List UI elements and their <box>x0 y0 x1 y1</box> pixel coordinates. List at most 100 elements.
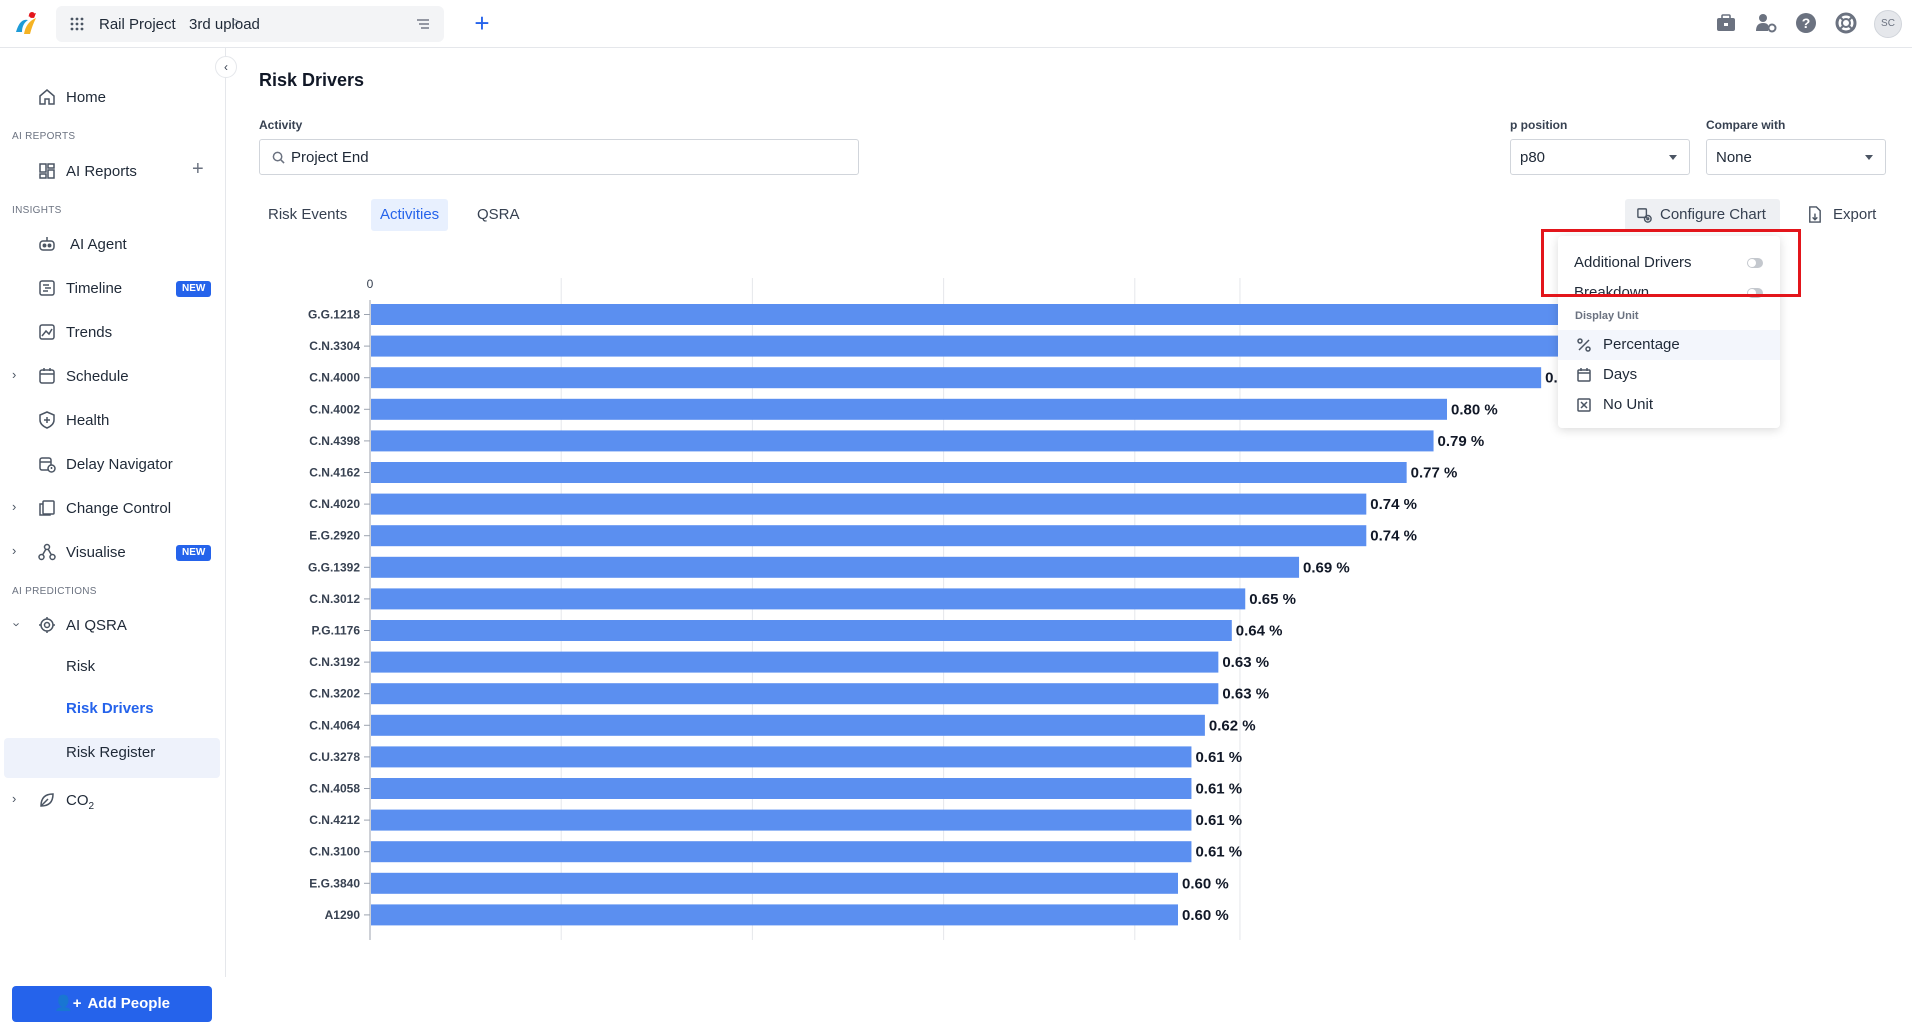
data-label: 0.63 % <box>1222 654 1269 671</box>
category-label: C.N.4058 <box>309 782 360 796</box>
gear-ai-icon <box>39 617 55 633</box>
category-label: C.N.4212 <box>309 813 360 827</box>
data-label: 0.61 % <box>1195 844 1242 861</box>
chevron-right-icon[interactable]: › <box>12 543 17 558</box>
data-label: 0.61 % <box>1195 781 1242 798</box>
sidebar-item-home[interactable]: Home <box>0 78 226 118</box>
apps-grid-icon[interactable] <box>70 17 84 31</box>
x-tick-label: 0 <box>367 277 374 291</box>
sidebar-item-trends[interactable]: Trends <box>0 313 226 353</box>
bar <box>371 430 1434 452</box>
compare-with-value: None <box>1716 149 1752 166</box>
support-lifebuoy-icon[interactable] <box>1835 12 1857 34</box>
activity-search-input[interactable]: Project End <box>259 139 859 175</box>
briefcase-icon[interactable] <box>1715 12 1737 34</box>
chevron-right-icon[interactable]: › <box>12 499 17 514</box>
menu-lines-icon[interactable] <box>416 17 430 31</box>
sidebar-item-timeline[interactable]: Timeline NEW <box>0 269 226 309</box>
sidebar-item-change-control[interactable]: › Change Control <box>0 489 226 529</box>
additional-drivers-label: Additional Drivers <box>1574 254 1692 271</box>
bar <box>371 746 1192 768</box>
unit-option-no-unit[interactable]: No Unit <box>1558 390 1780 420</box>
sidebar-item-ai-qsra[interactable]: › AI QSRA <box>0 606 226 646</box>
breakdown-label: Breakdown <box>1574 284 1650 301</box>
data-label: 0.74 % <box>1370 496 1417 513</box>
add-person-icon: 👤+ <box>54 995 82 1012</box>
add-report-button[interactable]: + <box>192 158 204 180</box>
chart-settings-icon <box>1637 208 1652 223</box>
category-label: C.N.4002 <box>309 402 360 416</box>
add-people-label: Add People <box>87 995 170 1012</box>
p-position-select[interactable]: p80 <box>1510 139 1690 175</box>
category-label: E.G.3840 <box>309 876 360 890</box>
timeline-icon <box>39 280 55 296</box>
home-icon <box>39 89 55 105</box>
sidebar-item-schedule[interactable]: › Schedule <box>0 357 226 397</box>
data-label: 0.80 % <box>1451 401 1498 418</box>
category-label: C.N.3012 <box>309 592 360 606</box>
co2-subscript: 2 <box>88 801 95 812</box>
app-logo[interactable] <box>12 10 40 38</box>
breadcrumb-upload[interactable]: 3rd upload <box>189 16 260 33</box>
breadcrumb-project[interactable]: Rail Project <box>99 16 176 33</box>
sidebar-item-ai-agent[interactable]: AI Agent <box>0 225 226 265</box>
sidebar-item-risk-drivers[interactable] <box>4 738 220 778</box>
unit-option-percentage[interactable]: Percentage <box>1558 330 1780 360</box>
sidebar-item-co2[interactable]: › CO2 <box>0 781 226 821</box>
calendar-clock-icon <box>39 457 56 473</box>
sidebar-item-delay-navigator[interactable]: Delay Navigator <box>0 445 226 485</box>
configure-chart-popover: Additional Drivers Breakdown Display Uni… <box>1558 236 1780 428</box>
breakdown-toggle[interactable] <box>1747 288 1763 298</box>
bar <box>371 809 1192 831</box>
compare-with-select[interactable]: None <box>1706 139 1886 175</box>
sidebar-item-risk-register[interactable]: Risk Register <box>66 744 156 761</box>
breadcrumb[interactable]: Rail Project > 3rd upload <box>56 6 444 42</box>
section-ai-reports: AI REPORTS <box>12 131 76 142</box>
shield-icon <box>39 411 55 429</box>
add-tab-button[interactable]: + <box>474 8 490 38</box>
category-label: E.G.2920 <box>309 529 360 543</box>
sidebar-item-risk[interactable]: Risk <box>66 658 96 675</box>
tab-activities[interactable]: Activities <box>371 199 449 231</box>
robot-icon <box>39 237 55 251</box>
bar <box>371 904 1178 926</box>
additional-drivers-toggle[interactable] <box>1747 258 1763 268</box>
data-label: 0.63 % <box>1222 686 1269 703</box>
x-box-icon <box>1577 398 1591 412</box>
sidebar-item-ai-reports[interactable]: AI Reports + <box>0 152 226 192</box>
category-label: C.N.4064 <box>309 718 360 732</box>
user-settings-icon[interactable] <box>1755 12 1777 34</box>
category-label: G.G.1392 <box>308 560 360 574</box>
chevron-right-icon[interactable]: › <box>12 367 17 382</box>
top-bar: Rail Project > 3rd upload + ? SC <box>0 0 1912 48</box>
chevron-right-icon[interactable]: › <box>12 791 17 806</box>
display-unit-heading: Display Unit <box>1575 310 1639 322</box>
sidebar-item-label: AI Agent <box>70 236 127 253</box>
caret-down-icon <box>1669 155 1677 160</box>
unit-option-days[interactable]: Days <box>1558 360 1780 390</box>
sidebar-item-health[interactable]: Health <box>0 401 226 441</box>
new-badge: NEW <box>176 545 212 561</box>
export-label: Export <box>1833 206 1877 223</box>
sidebar-item-label: AI QSRA <box>66 617 127 634</box>
tab-risk-events[interactable]: Risk Events <box>268 206 348 223</box>
export-button[interactable]: Export <box>1800 199 1890 231</box>
sidebar-item-label: Home <box>66 89 107 106</box>
data-label: 0.74 % <box>1370 528 1417 545</box>
category-label: P.G.1176 <box>312 624 361 638</box>
additional-drivers-row[interactable]: Additional Drivers <box>1558 248 1780 278</box>
breakdown-row[interactable]: Breakdown <box>1558 278 1780 308</box>
add-people-button[interactable]: 👤+ Add People <box>12 986 212 1022</box>
collapse-sidebar-button[interactable]: ‹ <box>215 56 237 78</box>
unit-option-label: Percentage <box>1603 336 1680 353</box>
sidebar-item-visualise[interactable]: › Visualise NEW <box>0 533 226 573</box>
configure-chart-button[interactable]: Configure Chart <box>1625 199 1780 231</box>
help-icon[interactable]: ? <box>1795 12 1817 34</box>
documents-icon <box>39 500 55 516</box>
category-label: C.N.3100 <box>309 845 360 859</box>
sidebar-item-risk-drivers-label[interactable]: Risk Drivers <box>66 700 154 717</box>
chevron-down-icon[interactable]: › <box>9 622 25 627</box>
tab-qsra[interactable]: QSRA <box>477 206 520 223</box>
user-avatar[interactable]: SC <box>1874 10 1902 38</box>
co2-text: CO <box>66 792 89 809</box>
